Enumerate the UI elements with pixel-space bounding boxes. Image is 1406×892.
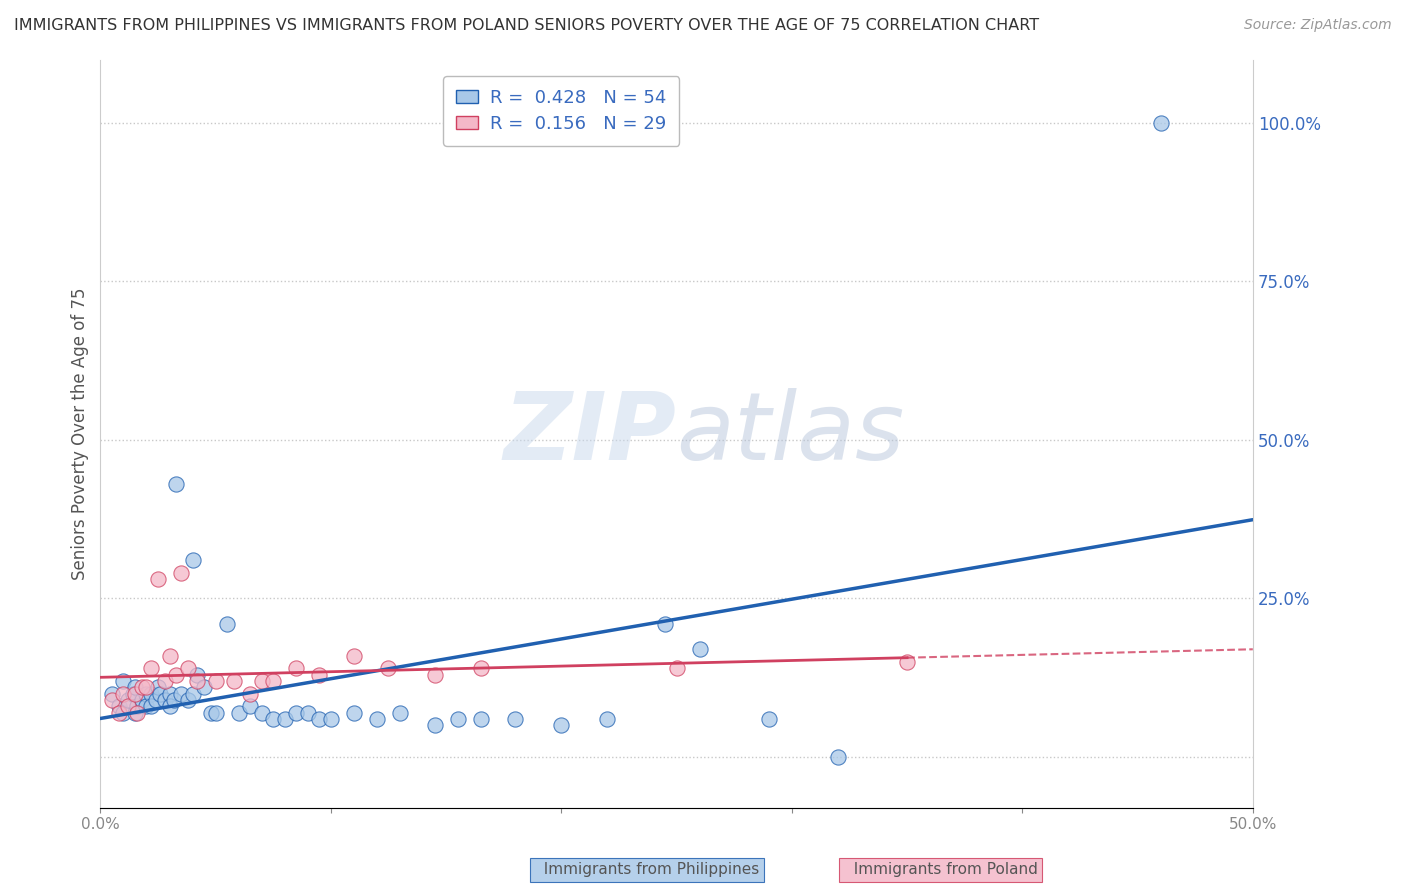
Point: [423, 718, 446, 732]
Point: [665, 661, 688, 675]
Point: [165, 477, 187, 491]
Text: IMMIGRANTS FROM PHILIPPINES VS IMMIGRANTS FROM POLAND SENIORS POVERTY OVER THE A: IMMIGRANTS FROM PHILIPPINES VS IMMIGRANT…: [14, 18, 1039, 33]
Point: [139, 687, 162, 701]
Point: [250, 706, 273, 720]
Point: [139, 699, 162, 714]
Point: [145, 693, 167, 707]
Point: [239, 687, 262, 701]
Point: [101, 693, 124, 707]
Point: [165, 667, 187, 681]
Point: [112, 673, 135, 688]
Point: [135, 680, 157, 694]
Point: [117, 699, 139, 714]
Point: [250, 673, 273, 688]
Point: [1149, 116, 1171, 130]
Point: [181, 553, 204, 567]
Point: [127, 706, 149, 720]
Point: [308, 667, 330, 681]
Point: [170, 566, 193, 581]
Point: [319, 712, 342, 726]
Point: [204, 706, 226, 720]
Text: ZIP: ZIP: [503, 388, 676, 480]
Point: [181, 687, 204, 701]
Text: Immigrants from Poland: Immigrants from Poland: [844, 863, 1038, 877]
Point: [107, 699, 129, 714]
Point: [343, 648, 366, 663]
Point: [470, 712, 492, 726]
Point: [896, 655, 918, 669]
Point: [121, 687, 143, 701]
Point: [186, 673, 208, 688]
Point: [124, 680, 146, 694]
Point: [689, 642, 711, 657]
Point: [131, 693, 153, 707]
Point: [177, 693, 200, 707]
Text: atlas: atlas: [676, 388, 905, 479]
Point: [654, 616, 676, 631]
Point: [131, 680, 153, 694]
Point: [827, 750, 849, 764]
Text: Source: ZipAtlas.com: Source: ZipAtlas.com: [1244, 18, 1392, 32]
Point: [297, 706, 319, 720]
Point: [204, 673, 226, 688]
Point: [446, 712, 468, 726]
Legend: R =  0.428   N = 54, R =  0.156   N = 29: R = 0.428 N = 54, R = 0.156 N = 29: [443, 76, 679, 145]
Point: [262, 673, 284, 688]
Point: [377, 661, 399, 675]
Point: [159, 699, 181, 714]
Point: [308, 712, 330, 726]
Point: [159, 687, 181, 701]
Point: [262, 712, 284, 726]
Point: [596, 712, 619, 726]
Point: [101, 687, 124, 701]
Point: [135, 687, 157, 701]
Point: [124, 706, 146, 720]
Point: [127, 699, 149, 714]
Point: [366, 712, 388, 726]
Point: [217, 616, 239, 631]
Point: [139, 661, 162, 675]
Point: [177, 661, 200, 675]
Point: [163, 693, 186, 707]
Point: [193, 680, 215, 694]
Point: [239, 699, 262, 714]
Point: [200, 706, 222, 720]
Point: [149, 687, 172, 701]
Point: [274, 712, 297, 726]
Point: [170, 687, 193, 701]
Point: [112, 687, 135, 701]
Point: [186, 667, 208, 681]
Point: [423, 667, 446, 681]
Point: [112, 706, 135, 720]
Point: [228, 706, 250, 720]
Point: [343, 706, 366, 720]
Point: [285, 661, 308, 675]
Point: [146, 680, 169, 694]
Point: [153, 693, 176, 707]
Point: [107, 706, 129, 720]
Point: [159, 648, 181, 663]
Point: [222, 673, 245, 688]
Point: [124, 687, 146, 701]
Point: [550, 718, 572, 732]
Point: [135, 699, 157, 714]
Point: [153, 673, 176, 688]
Point: [285, 706, 308, 720]
Point: [470, 661, 492, 675]
Point: [146, 573, 169, 587]
Point: [758, 712, 780, 726]
Y-axis label: Seniors Poverty Over the Age of 75: Seniors Poverty Over the Age of 75: [72, 287, 89, 580]
Point: [503, 712, 526, 726]
Text: Immigrants from Philippines: Immigrants from Philippines: [534, 863, 759, 877]
Point: [117, 693, 139, 707]
Point: [388, 706, 411, 720]
